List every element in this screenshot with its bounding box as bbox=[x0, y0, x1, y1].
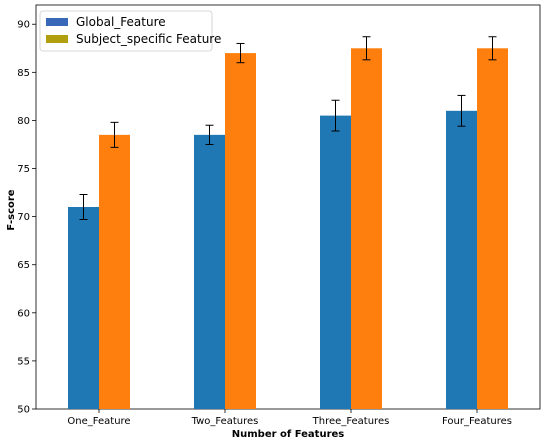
bars-group bbox=[68, 48, 508, 410]
bar-subject-1 bbox=[225, 53, 256, 409]
x-tick-label: One_Feature bbox=[67, 416, 130, 427]
y-tick-label: 65 bbox=[17, 260, 30, 271]
y-tick-label: 55 bbox=[17, 356, 30, 367]
x-tick-label: Four_Features bbox=[442, 416, 512, 427]
y-tick-label: 85 bbox=[17, 68, 30, 79]
legend: Global_Feature Subject_specific Feature bbox=[39, 10, 221, 52]
plot-area bbox=[35, 4, 541, 410]
x-tick-label: Two_Features bbox=[191, 416, 259, 427]
bar-subject-2 bbox=[351, 48, 382, 410]
bar-global-3 bbox=[446, 110, 477, 410]
error-bars-group bbox=[79, 36, 497, 221]
bar-global-0 bbox=[68, 207, 99, 409]
bar-global-2 bbox=[320, 115, 351, 409]
legend-label: Subject_specific Feature bbox=[76, 32, 221, 46]
y-tick-label: 60 bbox=[17, 308, 30, 319]
legend-label: Global_Feature bbox=[76, 15, 166, 29]
x-axis-label: Number of Features bbox=[232, 429, 345, 440]
y-tick-label: 80 bbox=[17, 116, 30, 127]
y-tick-label: 75 bbox=[17, 164, 30, 175]
y-tick-label: 50 bbox=[17, 405, 30, 416]
plot-frame bbox=[35, 4, 541, 410]
bar-subject-0 bbox=[99, 134, 130, 409]
y-tick-label: 90 bbox=[17, 20, 30, 31]
legend-box bbox=[39, 10, 213, 52]
legend-swatch bbox=[46, 18, 68, 26]
bar-global-1 bbox=[194, 134, 225, 409]
bar-subject-3 bbox=[477, 48, 508, 410]
x-axis: One_Feature Two_Features Three_Features Fou… bbox=[67, 409, 512, 427]
y-axis-label: F-score bbox=[6, 189, 17, 230]
x-tick-label: Three_Features bbox=[312, 416, 390, 427]
y-axis: 50 55 60 65 70 75 80 85 90 bbox=[17, 20, 36, 416]
legend-swatch bbox=[46, 35, 68, 43]
y-tick-label: 70 bbox=[17, 212, 30, 223]
